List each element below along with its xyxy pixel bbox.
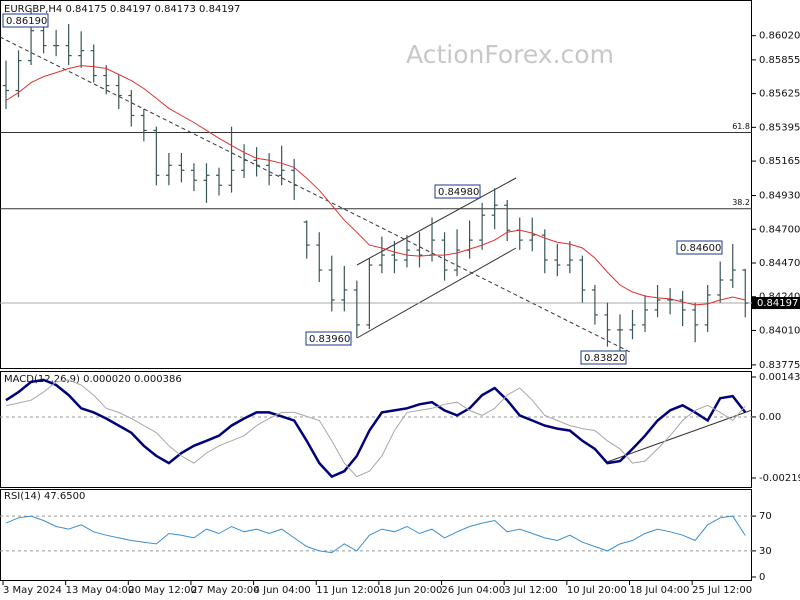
annotation: 0.83820 xyxy=(584,353,625,364)
y-tick-label: 0.85855 xyxy=(759,55,800,66)
y-tick-label: 0.85165 xyxy=(759,156,800,167)
moving-average xyxy=(5,65,746,306)
y-tick-label: 0.84700 xyxy=(759,224,800,235)
y-tick-label: 0.84470 xyxy=(759,258,800,269)
y-tick-label: 0.84010 xyxy=(759,325,800,336)
series-line xyxy=(5,378,747,479)
annotation: 0.84980 xyxy=(438,187,479,198)
macd-trend-line xyxy=(606,409,753,463)
x-tick-label: 18 Jun 20:00 xyxy=(379,585,443,596)
x-tick-label: 25 Jul 12:00 xyxy=(692,585,752,596)
panel-title: MACD(12,26,9) 0.000020 0.000386 xyxy=(4,374,182,385)
trend-line xyxy=(0,36,631,353)
annotation-box xyxy=(2,13,49,28)
price-panel-frame xyxy=(0,0,752,369)
x-tick-label: 26 Jun 04:00 xyxy=(442,585,506,596)
y-tick-label: 0 xyxy=(759,572,765,583)
y-tick-label: -0.002197 xyxy=(759,473,800,484)
annotation-box xyxy=(305,331,352,346)
fib-label: 38.2 xyxy=(732,198,750,207)
annotation: 0.84600 xyxy=(680,243,721,254)
y-tick-label: 0.86020 xyxy=(759,31,800,42)
watermark: ActionForex.com xyxy=(406,40,614,69)
channel-line xyxy=(356,177,517,266)
x-tick-label: 3 May 2024 xyxy=(3,585,62,596)
y-tick-label: 0.001437 xyxy=(759,372,800,383)
panel-title: RSI(14) 47.6500 xyxy=(4,491,85,502)
annotation-box xyxy=(434,184,481,199)
y-tick-label: 0.85395 xyxy=(759,122,800,133)
channel-line xyxy=(356,247,517,339)
y-tick-label: 70 xyxy=(759,511,772,522)
annotation: 0.86190 xyxy=(6,16,47,27)
y-tick-label: 30 xyxy=(759,546,772,557)
y-tick-label: 0.84930 xyxy=(759,191,800,202)
fib-label: 61.8 xyxy=(732,122,750,131)
y-tick-label: 0.00 xyxy=(759,412,781,423)
y-tick-label: 0.85625 xyxy=(759,89,800,100)
x-tick-label: 18 Jul 04:00 xyxy=(630,585,690,596)
x-tick-label: 27 May 20:00 xyxy=(191,585,260,596)
y-tick-label: 0.83775 xyxy=(759,360,800,371)
x-tick-label: 10 Jul 20:00 xyxy=(567,585,627,596)
annotation-box xyxy=(676,240,723,255)
panel-title: EURGBP,H4 0.84175 0.84197 0.84173 0.8419… xyxy=(4,4,240,15)
x-tick-label: 13 May 04:00 xyxy=(66,585,135,596)
annotation-box xyxy=(580,350,627,365)
x-tick-label: 3 Jul 12:00 xyxy=(504,585,558,596)
rsi-panel-frame xyxy=(0,489,752,581)
series-line xyxy=(5,515,746,554)
macd-panel-frame xyxy=(0,371,752,488)
current-price-box xyxy=(752,297,800,310)
x-tick-label: 20 May 12:00 xyxy=(128,585,197,596)
series-line xyxy=(5,379,746,478)
x-tick-label: 11 Jun 12:00 xyxy=(316,585,380,596)
annotation: 0.83960 xyxy=(309,334,350,345)
x-tick-label: 4 Jun 04:00 xyxy=(254,585,311,596)
current-price-label: 0.84197 xyxy=(757,298,798,309)
